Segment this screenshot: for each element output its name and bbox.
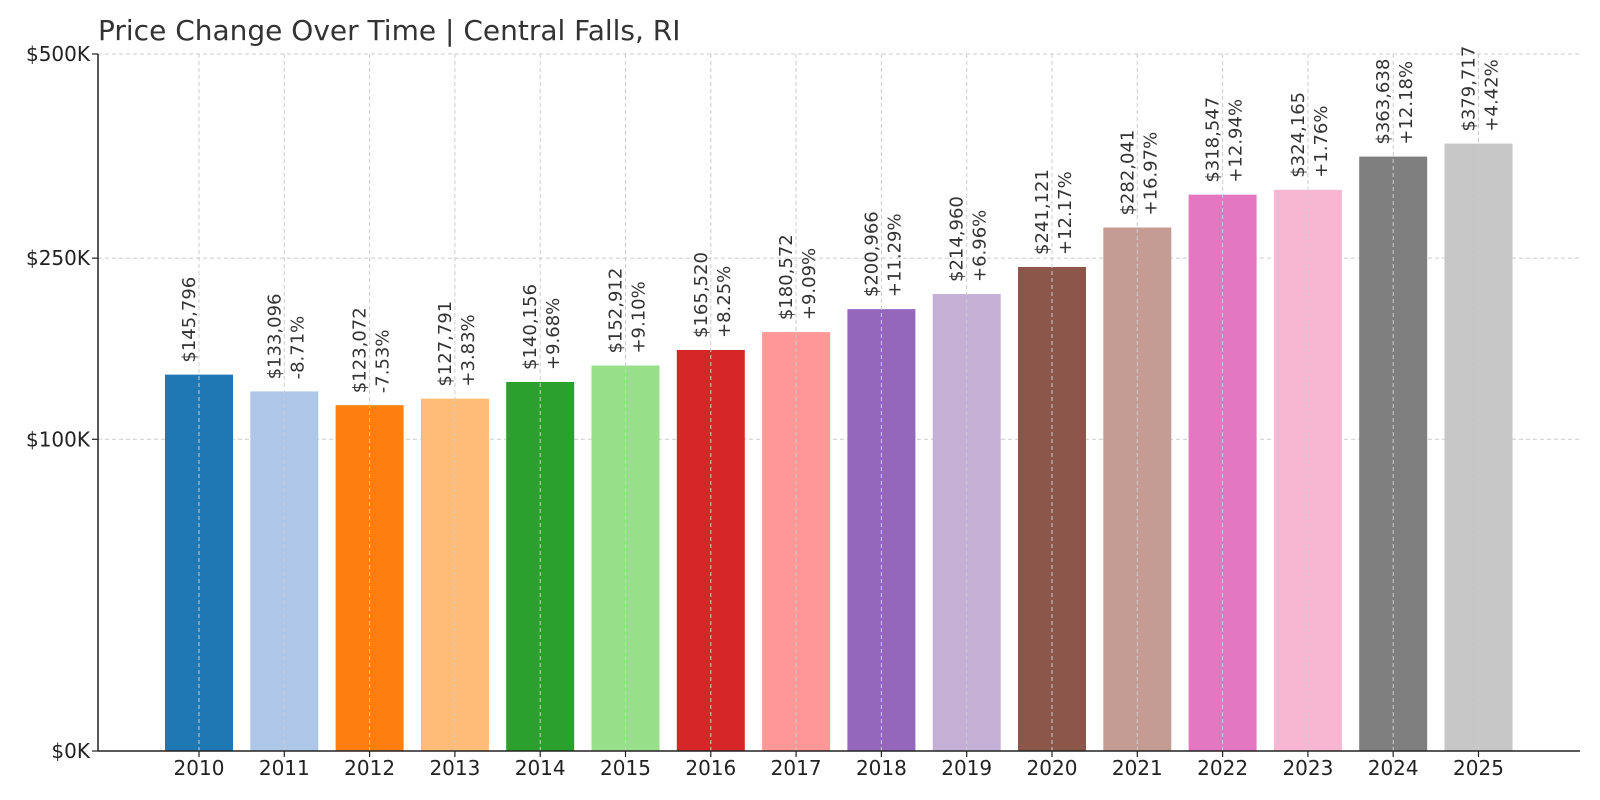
bar-2016 bbox=[676, 349, 745, 751]
change-label: +8.25% bbox=[714, 266, 735, 338]
value-label: $363,638 bbox=[1373, 59, 1394, 145]
bar-2011 bbox=[250, 391, 319, 751]
change-label: +9.10% bbox=[629, 281, 650, 353]
x-tick-label: 2023 bbox=[1282, 756, 1333, 780]
value-label: $241,121 bbox=[1032, 169, 1053, 255]
x-tick-label: 2019 bbox=[941, 756, 992, 780]
change-label: -8.71% bbox=[287, 316, 308, 380]
grid-layer bbox=[98, 53, 1580, 440]
value-label: $282,041 bbox=[1117, 130, 1138, 216]
y-tick-label: $250K bbox=[26, 246, 91, 270]
value-label: $152,912 bbox=[606, 268, 627, 354]
change-label: +3.83% bbox=[458, 314, 479, 386]
change-label: +12.94% bbox=[1226, 99, 1247, 183]
value-label: $180,572 bbox=[776, 234, 797, 320]
value-label: $200,966 bbox=[861, 211, 882, 297]
x-tick-label: 2011 bbox=[259, 756, 310, 780]
value-label: $214,960 bbox=[947, 196, 968, 282]
x-tick-label: 2018 bbox=[856, 756, 907, 780]
label-layer: $145,796 $133,096 -8.71% $123,072 -7.53% $127… bbox=[179, 46, 1503, 751]
change-label: -7.53% bbox=[373, 330, 394, 394]
y-tick-label: $100K bbox=[26, 427, 91, 451]
value-label: $165,520 bbox=[691, 252, 712, 338]
x-tick-label: 2022 bbox=[1197, 756, 1248, 780]
change-label: +12.17% bbox=[1055, 171, 1076, 255]
change-label: +6.96% bbox=[970, 210, 991, 282]
value-label: $324,165 bbox=[1288, 92, 1309, 178]
bar-2010 bbox=[165, 374, 233, 751]
bar-2017 bbox=[762, 332, 831, 751]
value-label: $127,791 bbox=[435, 301, 456, 387]
x-tick-label: 2020 bbox=[1027, 756, 1078, 780]
x-tick-label: 2021 bbox=[1112, 756, 1163, 780]
x-tick-label: 2012 bbox=[344, 756, 395, 780]
value-label: $318,547 bbox=[1203, 97, 1224, 183]
chart-title: Price Change Over Time | Central Falls, … bbox=[98, 14, 681, 47]
x-tick-label: 2014 bbox=[515, 756, 566, 780]
value-label: $140,156 bbox=[520, 284, 541, 370]
value-label: $379,717 bbox=[1459, 46, 1480, 132]
x-tick-label: 2013 bbox=[429, 756, 480, 780]
x-tick-label: 2017 bbox=[771, 756, 822, 780]
y-tick-label: $0K bbox=[51, 739, 90, 763]
x-tick-label: 2010 bbox=[174, 756, 225, 780]
x-tick-label: 2016 bbox=[685, 756, 736, 780]
value-label: $145,796 bbox=[179, 277, 200, 363]
y-tick-label: $500K bbox=[26, 42, 91, 66]
axis-layer: $0K $100K $250K $500K 2010 2011 2012 2013 2014 20… bbox=[26, 42, 1580, 780]
value-label: $123,072 bbox=[350, 307, 371, 393]
change-label: +1.76% bbox=[1311, 106, 1332, 178]
change-label: +9.09% bbox=[799, 248, 820, 320]
change-label: +4.42% bbox=[1482, 59, 1503, 131]
change-label: +12.18% bbox=[1396, 61, 1417, 145]
change-label: +9.68% bbox=[543, 298, 564, 370]
x-tick-label: 2025 bbox=[1453, 756, 1504, 780]
bar-layer bbox=[165, 143, 1513, 752]
change-label: +11.29% bbox=[884, 213, 905, 297]
change-label: +16.97% bbox=[1140, 132, 1161, 216]
value-label: $133,096 bbox=[264, 294, 285, 380]
x-tick-label: 2015 bbox=[600, 756, 651, 780]
x-tick-label: 2024 bbox=[1368, 756, 1419, 780]
